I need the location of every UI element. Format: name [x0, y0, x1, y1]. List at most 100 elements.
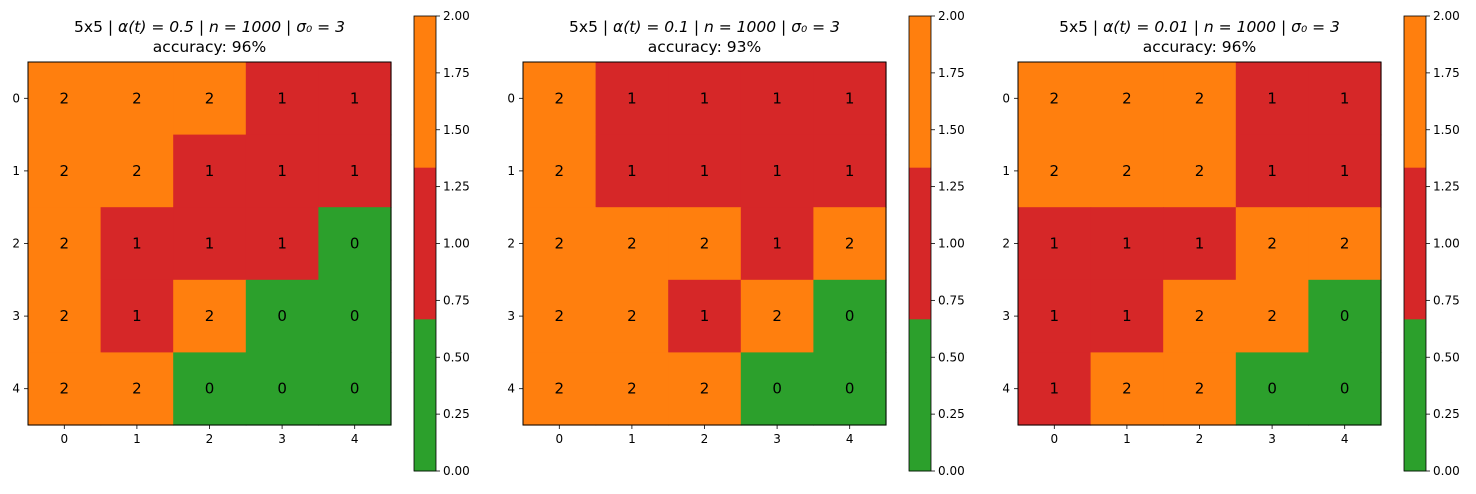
heatmap-cell	[1163, 62, 1237, 136]
cell-value-label: 2	[60, 235, 70, 253]
heatmap-cell	[740, 352, 814, 426]
cell-value-label: 2	[1050, 162, 1060, 180]
cell-value-label: 2	[845, 235, 855, 253]
panel-title: 5x5 | α(t) = 0.01 | n = 1000 | σ₀ = 3	[1059, 18, 1340, 36]
cell-value-label: 2	[627, 235, 637, 253]
heatmap-cell	[595, 279, 669, 353]
heatmap-cell	[668, 207, 742, 281]
cell-value-label: 1	[700, 162, 710, 180]
colorbar-tick-label: 2.00	[938, 9, 965, 23]
colorbar-tick-label: 0.00	[443, 464, 470, 478]
cell-value-label: 2	[132, 162, 142, 180]
x-tick-label: 0	[60, 432, 68, 446]
panel-title-part: |	[689, 18, 704, 36]
cell-value-label: 0	[1340, 307, 1350, 325]
x-tick-label: 1	[628, 432, 636, 446]
heatmap-cell	[245, 352, 319, 426]
y-tick-label: 3	[1002, 309, 1010, 323]
y-tick-label: 3	[12, 309, 20, 323]
heatmap-panel-1: 5x5 | α(t) = 0.5 | n = 1000 | σ₀ = 3 accu…	[12, 9, 469, 478]
heatmap-cell	[318, 62, 392, 136]
cell-value-label: 2	[1340, 235, 1350, 253]
panel-accuracy: accuracy: 96%	[153, 38, 266, 56]
heatmap-cell	[1308, 279, 1382, 353]
x-tick-label: 2	[701, 432, 709, 446]
heatmap-cell	[28, 62, 102, 136]
cell-value-label: 1	[1122, 235, 1132, 253]
cell-value-label: 1	[845, 89, 855, 107]
y-tick-label: 2	[507, 237, 515, 251]
cell-value-label: 1	[700, 307, 710, 325]
cell-value-label: 2	[60, 380, 70, 398]
cell-value-label: 1	[205, 162, 215, 180]
colorbar-tick-label: 2.00	[443, 9, 470, 23]
x-tick-label: 3	[773, 432, 781, 446]
cell-value-label: 1	[1050, 235, 1060, 253]
cell-value-label: 0	[1267, 380, 1277, 398]
cell-value-label: 0	[277, 307, 287, 325]
heatmap-cell	[318, 279, 392, 353]
cell-value-label: 1	[350, 162, 360, 180]
cell-value-label: 2	[60, 307, 70, 325]
heatmap-cell	[1018, 207, 1092, 281]
heatmap-cell	[1235, 207, 1309, 281]
cell-value-label: 1	[277, 235, 287, 253]
cell-value-label: 0	[350, 307, 360, 325]
colorbar-segment	[909, 319, 931, 472]
heatmap-cell	[1308, 62, 1382, 136]
cell-value-label: 2	[555, 162, 565, 180]
y-tick-label: 2	[1002, 237, 1010, 251]
heatmap-cell	[1235, 352, 1309, 426]
x-tick-label: 1	[133, 432, 141, 446]
heatmap-cell	[1090, 279, 1164, 353]
heatmap-cell	[813, 62, 887, 136]
cell-value-label: 1	[132, 307, 142, 325]
panel-title-part: σ₀ = 3	[1291, 18, 1340, 36]
cell-value-label: 1	[845, 162, 855, 180]
panel-title-part: σ₀ = 3	[791, 18, 840, 36]
heatmap-cell	[28, 279, 102, 353]
y-tick-label: 4	[507, 382, 515, 396]
heatmap-cell	[1018, 352, 1092, 426]
panel-title: 5x5 | α(t) = 0.1 | n = 1000 | σ₀ = 3	[569, 18, 840, 36]
heatmap-cell	[1163, 279, 1237, 353]
cell-value-label: 1	[1340, 89, 1350, 107]
colorbar-tick-label: 1.75	[443, 66, 470, 80]
heatmap-cell	[28, 134, 102, 208]
y-tick-label: 0	[1002, 91, 1010, 105]
cell-value-label: 1	[627, 162, 637, 180]
colorbar-tick-label: 1.25	[938, 180, 965, 194]
heatmap-cell	[1090, 207, 1164, 281]
cell-value-label: 1	[772, 162, 782, 180]
y-tick-label: 0	[507, 91, 515, 105]
cell-value-label: 1	[1340, 162, 1350, 180]
heatmap-cell	[813, 134, 887, 208]
x-tick-label: 1	[1123, 432, 1131, 446]
colorbar-segment	[909, 167, 931, 320]
cell-value-label: 2	[1050, 89, 1060, 107]
cell-value-label: 2	[205, 89, 215, 107]
heatmap-panel-2: 5x5 | α(t) = 0.1 | n = 1000 | σ₀ = 3 accu…	[507, 9, 964, 478]
heatmap-cell	[523, 134, 597, 208]
cell-value-label: 1	[627, 89, 637, 107]
colorbar-tick-label: 0.25	[443, 407, 470, 421]
colorbar-tick-label: 0.00	[1433, 464, 1460, 478]
cell-value-label: 0	[350, 235, 360, 253]
cell-value-label: 1	[350, 89, 360, 107]
heatmap-cell	[668, 352, 742, 426]
panel-accuracy: accuracy: 93%	[648, 38, 761, 56]
heatmap-cell	[523, 352, 597, 426]
heatmap-cell	[173, 207, 247, 281]
heatmap-cell	[813, 279, 887, 353]
colorbar-tick-label: 0.00	[938, 464, 965, 478]
x-tick-label: 4	[351, 432, 359, 446]
heatmap-cell	[740, 279, 814, 353]
cell-value-label: 2	[700, 380, 710, 398]
heatmap-cell	[173, 62, 247, 136]
heatmap-cell	[245, 134, 319, 208]
colorbar-segment	[414, 319, 436, 472]
heatmap-cell	[740, 134, 814, 208]
colorbar-segment	[1404, 16, 1426, 169]
panel-title-part: |	[776, 18, 791, 36]
cell-value-label: 2	[132, 89, 142, 107]
